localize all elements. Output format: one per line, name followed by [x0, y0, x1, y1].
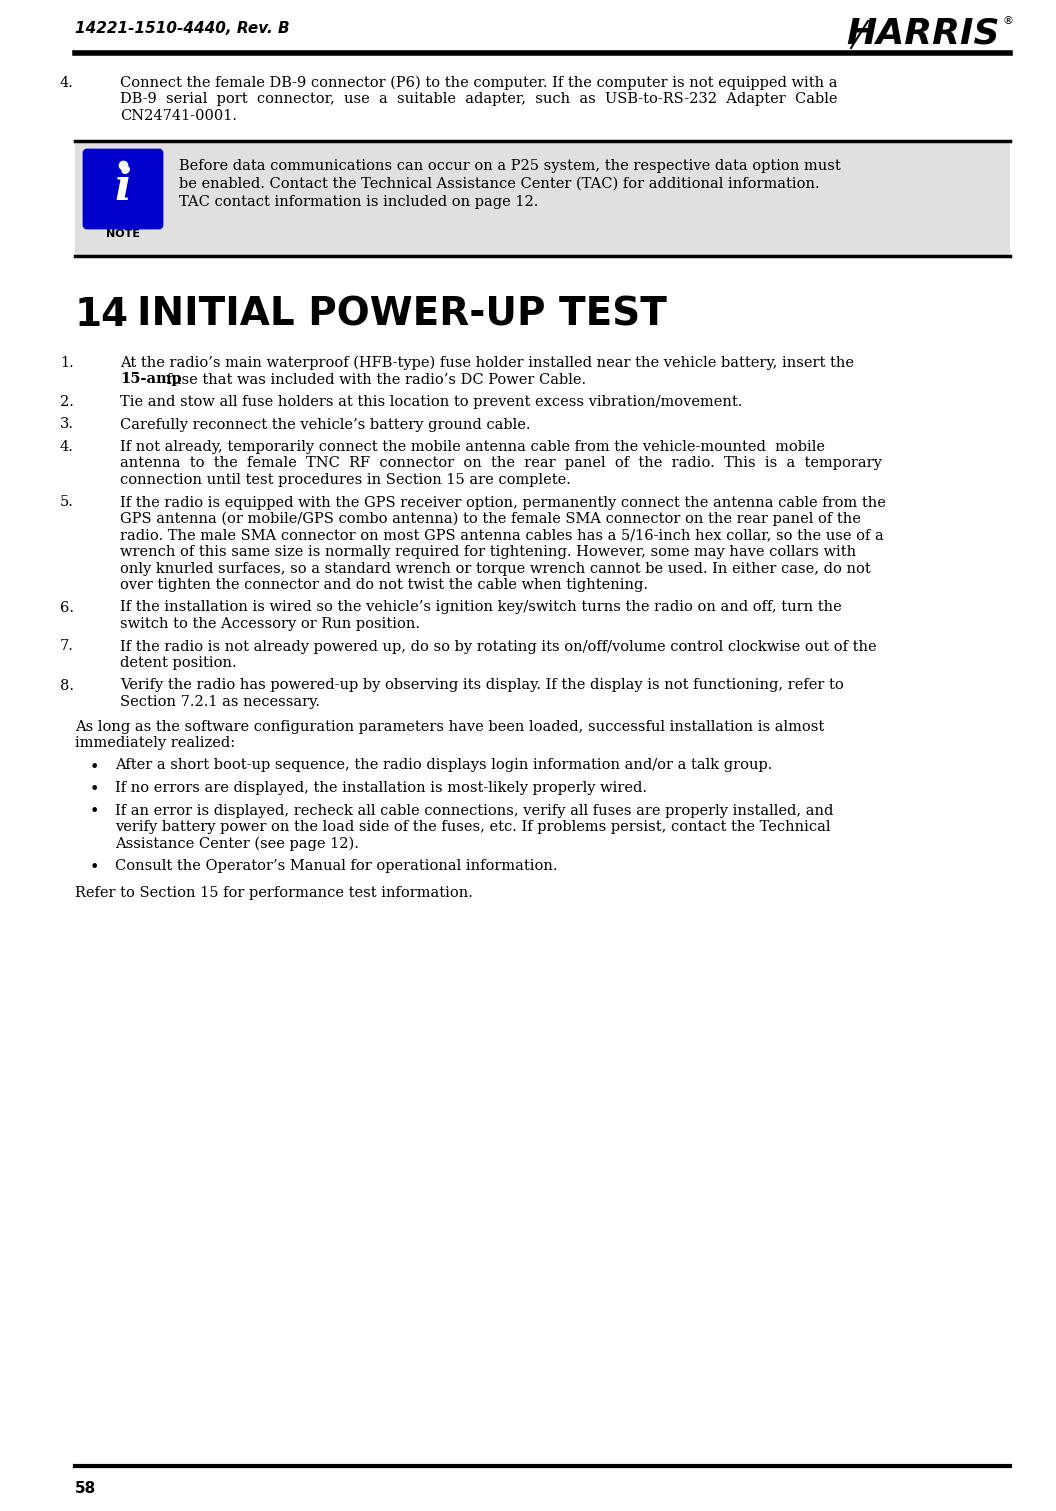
- Text: wrench of this same size is normally required for tightening. However, some may : wrench of this same size is normally req…: [120, 545, 856, 559]
- Text: Refer to Section 15 for performance test information.: Refer to Section 15 for performance test…: [75, 885, 473, 899]
- Text: 15-amp: 15-amp: [120, 373, 182, 387]
- Bar: [75, 141, 1010, 255]
- Text: detent position.: detent position.: [120, 656, 237, 669]
- Text: HARRIS: HARRIS: [847, 17, 1000, 50]
- Text: 14: 14: [75, 296, 129, 334]
- Text: 4.: 4.: [60, 76, 74, 91]
- Text: If the radio is not already powered up, do so by rotating its on/off/volume cont: If the radio is not already powered up, …: [120, 639, 876, 653]
- Text: If not already, temporarily connect the mobile antenna cable from the vehicle-mo: If not already, temporarily connect the …: [120, 440, 825, 453]
- Text: At the radio’s main waterproof (HFB-type) fuse holder installed near the vehicle: At the radio’s main waterproof (HFB-type…: [120, 357, 854, 370]
- Text: immediately realized:: immediately realized:: [75, 736, 235, 749]
- Text: Section 7.2.1 as necessary.: Section 7.2.1 as necessary.: [120, 695, 320, 709]
- Text: •: •: [90, 781, 99, 798]
- Text: over tighten the connector and do not twist the cable when tightening.: over tighten the connector and do not tw…: [120, 579, 648, 592]
- Text: If the installation is wired so the vehicle’s ignition key/switch turns the radi: If the installation is wired so the vehi…: [120, 600, 842, 615]
- Text: 3.: 3.: [60, 417, 74, 432]
- Text: only knurled surfaces, so a standard wrench or torque wrench cannot be used. In : only knurled surfaces, so a standard wre…: [120, 562, 871, 576]
- Text: If an error is displayed, recheck all cable connections, verify all fuses are pr: If an error is displayed, recheck all ca…: [115, 804, 833, 817]
- Text: If no errors are displayed, the installation is most-likely properly wired.: If no errors are displayed, the installa…: [115, 781, 647, 795]
- Text: Carefully reconnect the vehicle’s battery ground cable.: Carefully reconnect the vehicle’s batter…: [120, 417, 530, 432]
- Text: i: i: [114, 166, 131, 209]
- Text: Before data communications can occur on a P25 system, the respective data option: Before data communications can occur on …: [180, 159, 841, 172]
- Text: As long as the software configuration parameters have been loaded, successful in: As long as the software configuration pa…: [75, 719, 825, 733]
- Text: NOTE: NOTE: [106, 230, 140, 239]
- Text: 14221-1510-4440, Rev. B: 14221-1510-4440, Rev. B: [75, 21, 289, 36]
- Text: 58: 58: [75, 1481, 96, 1496]
- Text: TAC contact information is included on page 12.: TAC contact information is included on p…: [180, 195, 539, 209]
- Text: CN24741-0001.: CN24741-0001.: [120, 109, 237, 122]
- FancyBboxPatch shape: [84, 150, 162, 228]
- Text: antenna  to  the  female  TNC  RF  connector  on  the  rear  panel  of  the  rad: antenna to the female TNC RF connector o…: [120, 456, 882, 470]
- Text: switch to the Accessory or Run position.: switch to the Accessory or Run position.: [120, 616, 420, 632]
- Text: DB-9  serial  port  connector,  use  a  suitable  adapter,  such  as  USB-to-RS-: DB-9 serial port connector, use a suitab…: [120, 92, 837, 106]
- Text: Verify the radio has powered-up by observing its display. If the display is not : Verify the radio has powered-up by obser…: [120, 678, 844, 692]
- Text: Connect the female DB-9 connector (P6) to the computer. If the computer is not e: Connect the female DB-9 connector (P6) t…: [120, 76, 837, 91]
- Text: 7.: 7.: [60, 639, 74, 653]
- Text: Assistance Center (see page 12).: Assistance Center (see page 12).: [115, 837, 359, 851]
- Text: •: •: [90, 858, 99, 876]
- Text: fuse that was included with the radio’s DC Power Cable.: fuse that was included with the radio’s …: [162, 373, 586, 387]
- Text: 5.: 5.: [60, 496, 74, 509]
- Text: radio. The male SMA connector on most GPS antenna cables has a 5/16-inch hex col: radio. The male SMA connector on most GP…: [120, 529, 884, 542]
- Text: ®: ®: [1002, 17, 1013, 26]
- Text: •: •: [90, 759, 99, 775]
- Text: 1.: 1.: [60, 357, 74, 370]
- Text: Tie and stow all fuse holders at this location to prevent excess vibration/movem: Tie and stow all fuse holders at this lo…: [120, 394, 742, 409]
- Text: •: •: [90, 804, 99, 820]
- Text: Consult the Operator’s Manual for operational information.: Consult the Operator’s Manual for operat…: [115, 858, 558, 873]
- Text: After a short boot-up sequence, the radio displays login information and/or a ta: After a short boot-up sequence, the radi…: [115, 759, 772, 772]
- Text: 2.: 2.: [60, 394, 74, 409]
- Text: 6.: 6.: [60, 600, 74, 615]
- Text: INITIAL POWER-UP TEST: INITIAL POWER-UP TEST: [137, 296, 667, 334]
- Text: be enabled. Contact the Technical Assistance Center (TAC) for additional informa: be enabled. Contact the Technical Assist…: [180, 177, 819, 190]
- Text: 8.: 8.: [60, 678, 74, 692]
- Text: 4.: 4.: [60, 440, 74, 453]
- Text: verify battery power on the load side of the fuses, etc. If problems persist, co: verify battery power on the load side of…: [115, 820, 830, 834]
- Text: GPS antenna (or mobile/GPS combo antenna) to the female SMA connector on the rea: GPS antenna (or mobile/GPS combo antenna…: [120, 512, 861, 526]
- Text: connection until test procedures in Section 15 are complete.: connection until test procedures in Sect…: [120, 473, 571, 487]
- Text: If the radio is equipped with the GPS receiver option, permanently connect the a: If the radio is equipped with the GPS re…: [120, 496, 886, 509]
